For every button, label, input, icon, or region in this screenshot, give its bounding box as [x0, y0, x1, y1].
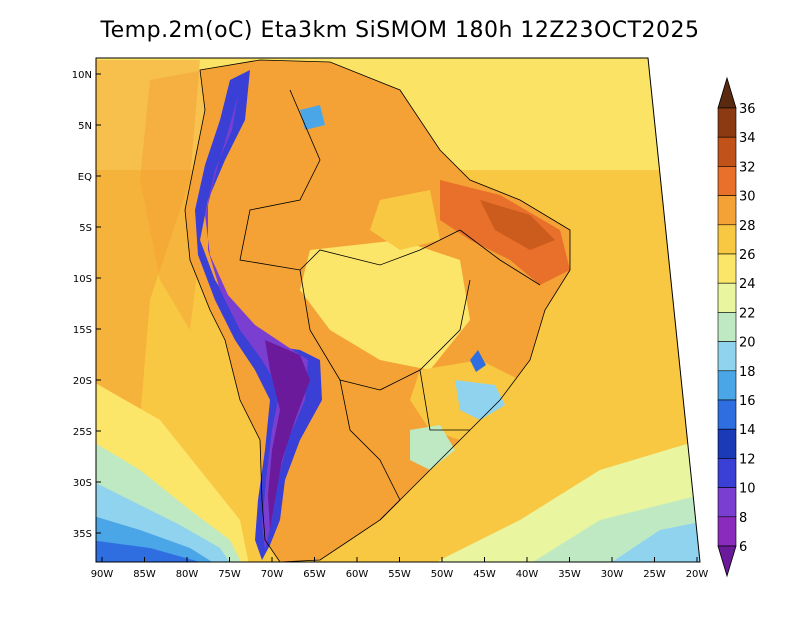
map-title: Temp.2m(oC) Eta3km SiSMOM 180h 12Z23OCT2… [100, 18, 700, 43]
lon-tick-label: 55W [388, 569, 411, 580]
political-borders [184, 59, 571, 563]
atlantic-cool-3 [600, 520, 700, 562]
colorbar: 36 34 32 30 28 26 24 22 20 18 16 14 12 10 8 6 [717, 76, 756, 578]
border-south [339, 379, 401, 521]
lon-tick-label: 20W [686, 569, 709, 580]
northeast-hotter [480, 200, 555, 250]
lon-tick-label: 60W [346, 569, 369, 580]
lon-tick-label: 85W [133, 569, 156, 580]
colorbar-label: 8 [739, 511, 747, 526]
lat-tick-label: 25S [73, 427, 92, 438]
altiplano-coldest [265, 340, 310, 530]
colorbar-bottom-arrow [717, 545, 737, 578]
colorbar-swatch [717, 136, 737, 167]
colorbar-swatch [717, 399, 737, 430]
colorbar-swatch [717, 516, 737, 547]
colorbar-swatch [717, 487, 737, 518]
border-north [239, 89, 461, 271]
lon-tick-label: 40W [516, 569, 539, 580]
colorbar-label: 10 [739, 482, 756, 497]
latitude-axis: 10N 5N EQ 5S 10S 15S 20S 25S 30S 35S [72, 70, 101, 540]
colorbar-label: 24 [739, 277, 756, 292]
longitude-axis: 90W 85W 80W 75W 70W 65W 60W 55W 50W 45W 40W 35W 30W 2… [91, 557, 709, 580]
colorbar-swatch [717, 282, 737, 313]
lon-tick-label: 80W [176, 569, 199, 580]
colorbar-label: 14 [739, 423, 756, 438]
colorbar-label: 30 [739, 190, 756, 205]
andes-cold [195, 70, 322, 560]
colorbar-label: 12 [739, 452, 756, 467]
colorbar-label: 26 [739, 248, 756, 263]
border-southeast [419, 369, 470, 431]
lon-tick-label: 25W [643, 569, 666, 580]
south-cool [410, 425, 455, 470]
temperature-field [96, 58, 700, 562]
lon-tick-label: 35W [558, 569, 581, 580]
central-mild [300, 240, 470, 370]
lat-tick-label: 5N [78, 121, 92, 132]
lat-tick-label: 20S [73, 376, 92, 387]
colorbar-swatch [717, 312, 737, 342]
map-frame [95, 57, 701, 563]
southeast-cool [455, 380, 505, 420]
colorbar-label: 18 [739, 365, 756, 380]
colorbar-top-arrow [717, 76, 737, 109]
colorbar-swatch [717, 341, 737, 372]
colorbar-swatch [717, 253, 737, 284]
border-northeast [459, 229, 541, 286]
lat-tick-label: 10N [72, 70, 92, 81]
lon-tick-label: 30W [601, 569, 624, 580]
lon-tick-label: 70W [261, 569, 284, 580]
lat-tick-label: 5S [79, 223, 92, 234]
colorbar-swatch [717, 370, 737, 401]
colorbar-swatch [717, 166, 737, 196]
cool-spot-1 [300, 105, 325, 130]
lon-tick-label: 50W [431, 569, 454, 580]
lon-tick-label: 65W [303, 569, 326, 580]
colorbar-label: 20 [739, 336, 756, 351]
colorbar-swatch [717, 224, 737, 255]
lat-tick-label: 10S [73, 274, 92, 285]
lat-tick-label: 35S [73, 529, 92, 540]
cool-spot-2 [470, 350, 486, 372]
colorbar-swatch [717, 458, 737, 488]
colorbar-label: 34 [739, 131, 756, 146]
lon-tick-label: 45W [473, 569, 496, 580]
lon-tick-label: 90W [91, 569, 114, 580]
colorbar-swatch [717, 195, 737, 226]
pacific-cool-4 [96, 540, 200, 562]
colorbar-swatch [717, 428, 737, 459]
colorbar-label: 32 [739, 160, 756, 175]
border-central [299, 269, 471, 391]
colorbar-label: 6 [739, 540, 747, 555]
colorbar-label: 36 [739, 102, 756, 117]
north-central-mild [370, 190, 440, 250]
lat-tick-label: EQ [78, 172, 92, 183]
colorbar-label: 22 [739, 306, 756, 321]
colorbar-swatch [717, 107, 737, 138]
lon-tick-label: 75W [218, 569, 241, 580]
lat-tick-label: 30S [73, 478, 92, 489]
colorbar-label: 28 [739, 219, 756, 234]
lat-tick-label: 15S [73, 325, 92, 336]
colorbar-label: 16 [739, 394, 756, 409]
